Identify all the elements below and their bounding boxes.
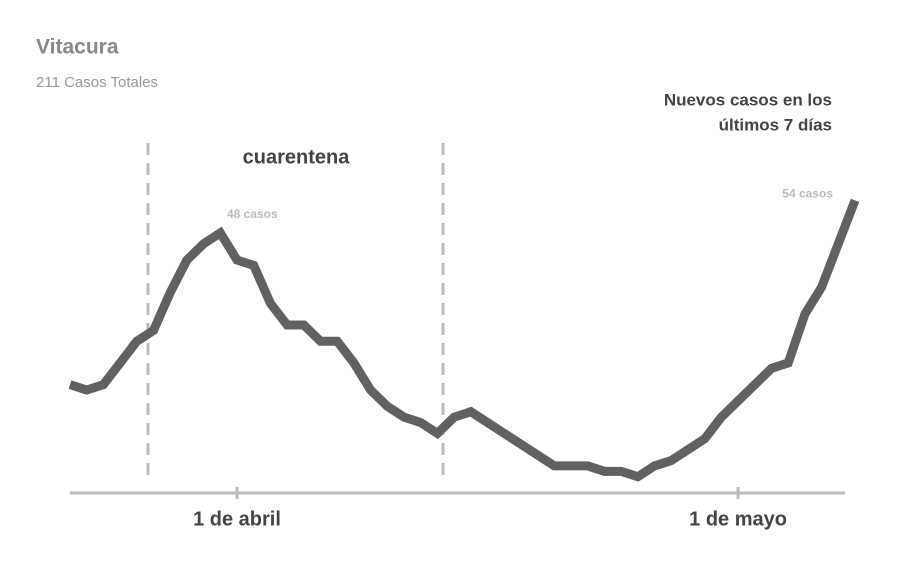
value-label: 48 casos	[227, 207, 278, 221]
value-label: 54 casos	[782, 187, 833, 201]
note-line: Nuevos casos en los	[664, 90, 832, 109]
note-line: últimos 7 días	[719, 115, 832, 134]
chart-title: Vitacura	[36, 36, 119, 59]
x-tick-label: 1 de mayo	[689, 508, 787, 530]
line	[68, 198, 860, 482]
quarantine-label: cuarentena	[243, 146, 351, 168]
x-tick-label: 1 de abril	[193, 508, 281, 530]
chart-subtitle: 211 Casos Totales	[36, 74, 158, 91]
